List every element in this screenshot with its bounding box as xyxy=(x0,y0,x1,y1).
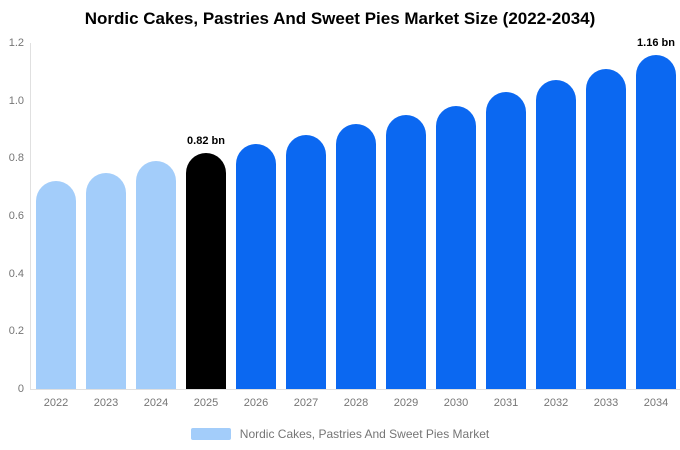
x-tick-2034: 2034 xyxy=(643,397,669,409)
x-tick-2024: 2024 xyxy=(143,397,169,409)
bar-2026[interactable] xyxy=(236,143,276,389)
chart-title: Nordic Cakes, Pastries And Sweet Pies Ma… xyxy=(84,9,596,28)
x-tick-2029: 2029 xyxy=(393,397,419,409)
x-axis-line xyxy=(30,389,680,390)
x-tick-2032: 2032 xyxy=(543,397,569,409)
bar-2034[interactable] xyxy=(636,54,676,389)
bar-2025[interactable] xyxy=(186,152,226,389)
y-tick-0: 0 xyxy=(17,383,24,395)
y-axis-line xyxy=(30,43,31,389)
bar-2022[interactable] xyxy=(36,181,76,389)
x-tick-2030: 2030 xyxy=(443,397,469,409)
legend[interactable]: Nordic Cakes, Pastries And Sweet Pies Ma… xyxy=(0,426,680,442)
bar-2024[interactable] xyxy=(136,161,176,389)
x-tick-2025: 2025 xyxy=(193,397,219,409)
bar-2027[interactable] xyxy=(286,135,326,389)
x-tick-2031: 2031 xyxy=(493,397,519,409)
legend-label: Nordic Cakes, Pastries And Sweet Pies Ma… xyxy=(239,427,490,441)
y-tick-1.2: 1.2 xyxy=(8,37,24,49)
x-tick-2026: 2026 xyxy=(243,397,269,409)
bar-2033[interactable] xyxy=(586,68,626,389)
x-tick-2028: 2028 xyxy=(343,397,369,409)
bar-value-label-2025: 0.82 bn xyxy=(187,134,225,147)
y-tick-0.4: 0.4 xyxy=(8,267,24,280)
x-tick-2027: 2027 xyxy=(293,397,319,409)
y-tick-1.0: 1.0 xyxy=(8,94,24,107)
bar-2023[interactable] xyxy=(86,172,126,389)
legend-swatch xyxy=(190,428,231,440)
bar-2031[interactable] xyxy=(486,92,526,389)
x-tick-2022: 2022 xyxy=(43,397,69,409)
bar-value-label-2034: 1.16 bn xyxy=(637,36,675,49)
x-tick-2023: 2023 xyxy=(93,397,119,409)
bar-2028[interactable] xyxy=(336,123,376,389)
bar-2032[interactable] xyxy=(536,80,576,389)
y-tick-0.6: 0.6 xyxy=(8,210,24,222)
y-tick-0.2: 0.2 xyxy=(8,325,24,338)
x-tick-2033: 2033 xyxy=(593,397,619,409)
bar-2030[interactable] xyxy=(436,106,476,389)
bar-2029[interactable] xyxy=(386,115,426,389)
y-tick-0.8: 0.8 xyxy=(8,152,24,165)
